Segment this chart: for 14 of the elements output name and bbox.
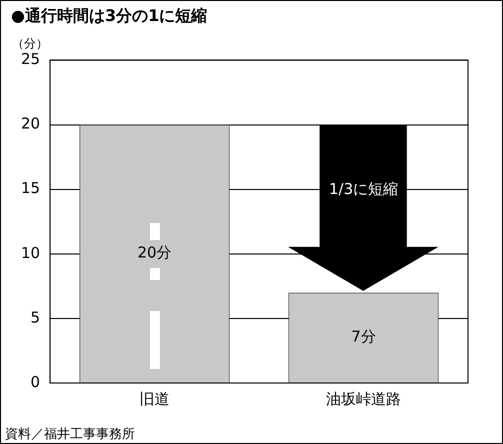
y-tick-label: 5 — [30, 308, 40, 326]
x-tick-label: 油坂峠道路 — [326, 390, 402, 408]
x-tick-label: 旧道 — [140, 390, 170, 408]
annotation: 1/3に短縮 — [329, 180, 398, 199]
text: 資料／福井工事事務所 — [5, 426, 135, 442]
y-tick-label: 0 — [30, 372, 40, 391]
y-axis-title: （分） — [12, 36, 48, 50]
chart-title: ●通行時間は3分の1に短縮 — [11, 6, 208, 25]
y-tick-label: 20 — [20, 114, 40, 133]
y-tick-label: 15 — [20, 179, 40, 198]
data-label: 20分 — [138, 244, 172, 262]
y-tick-label: 10 — [20, 244, 40, 262]
data-label: 7分 — [351, 327, 376, 346]
y-tick-label: 25 — [20, 50, 40, 68]
